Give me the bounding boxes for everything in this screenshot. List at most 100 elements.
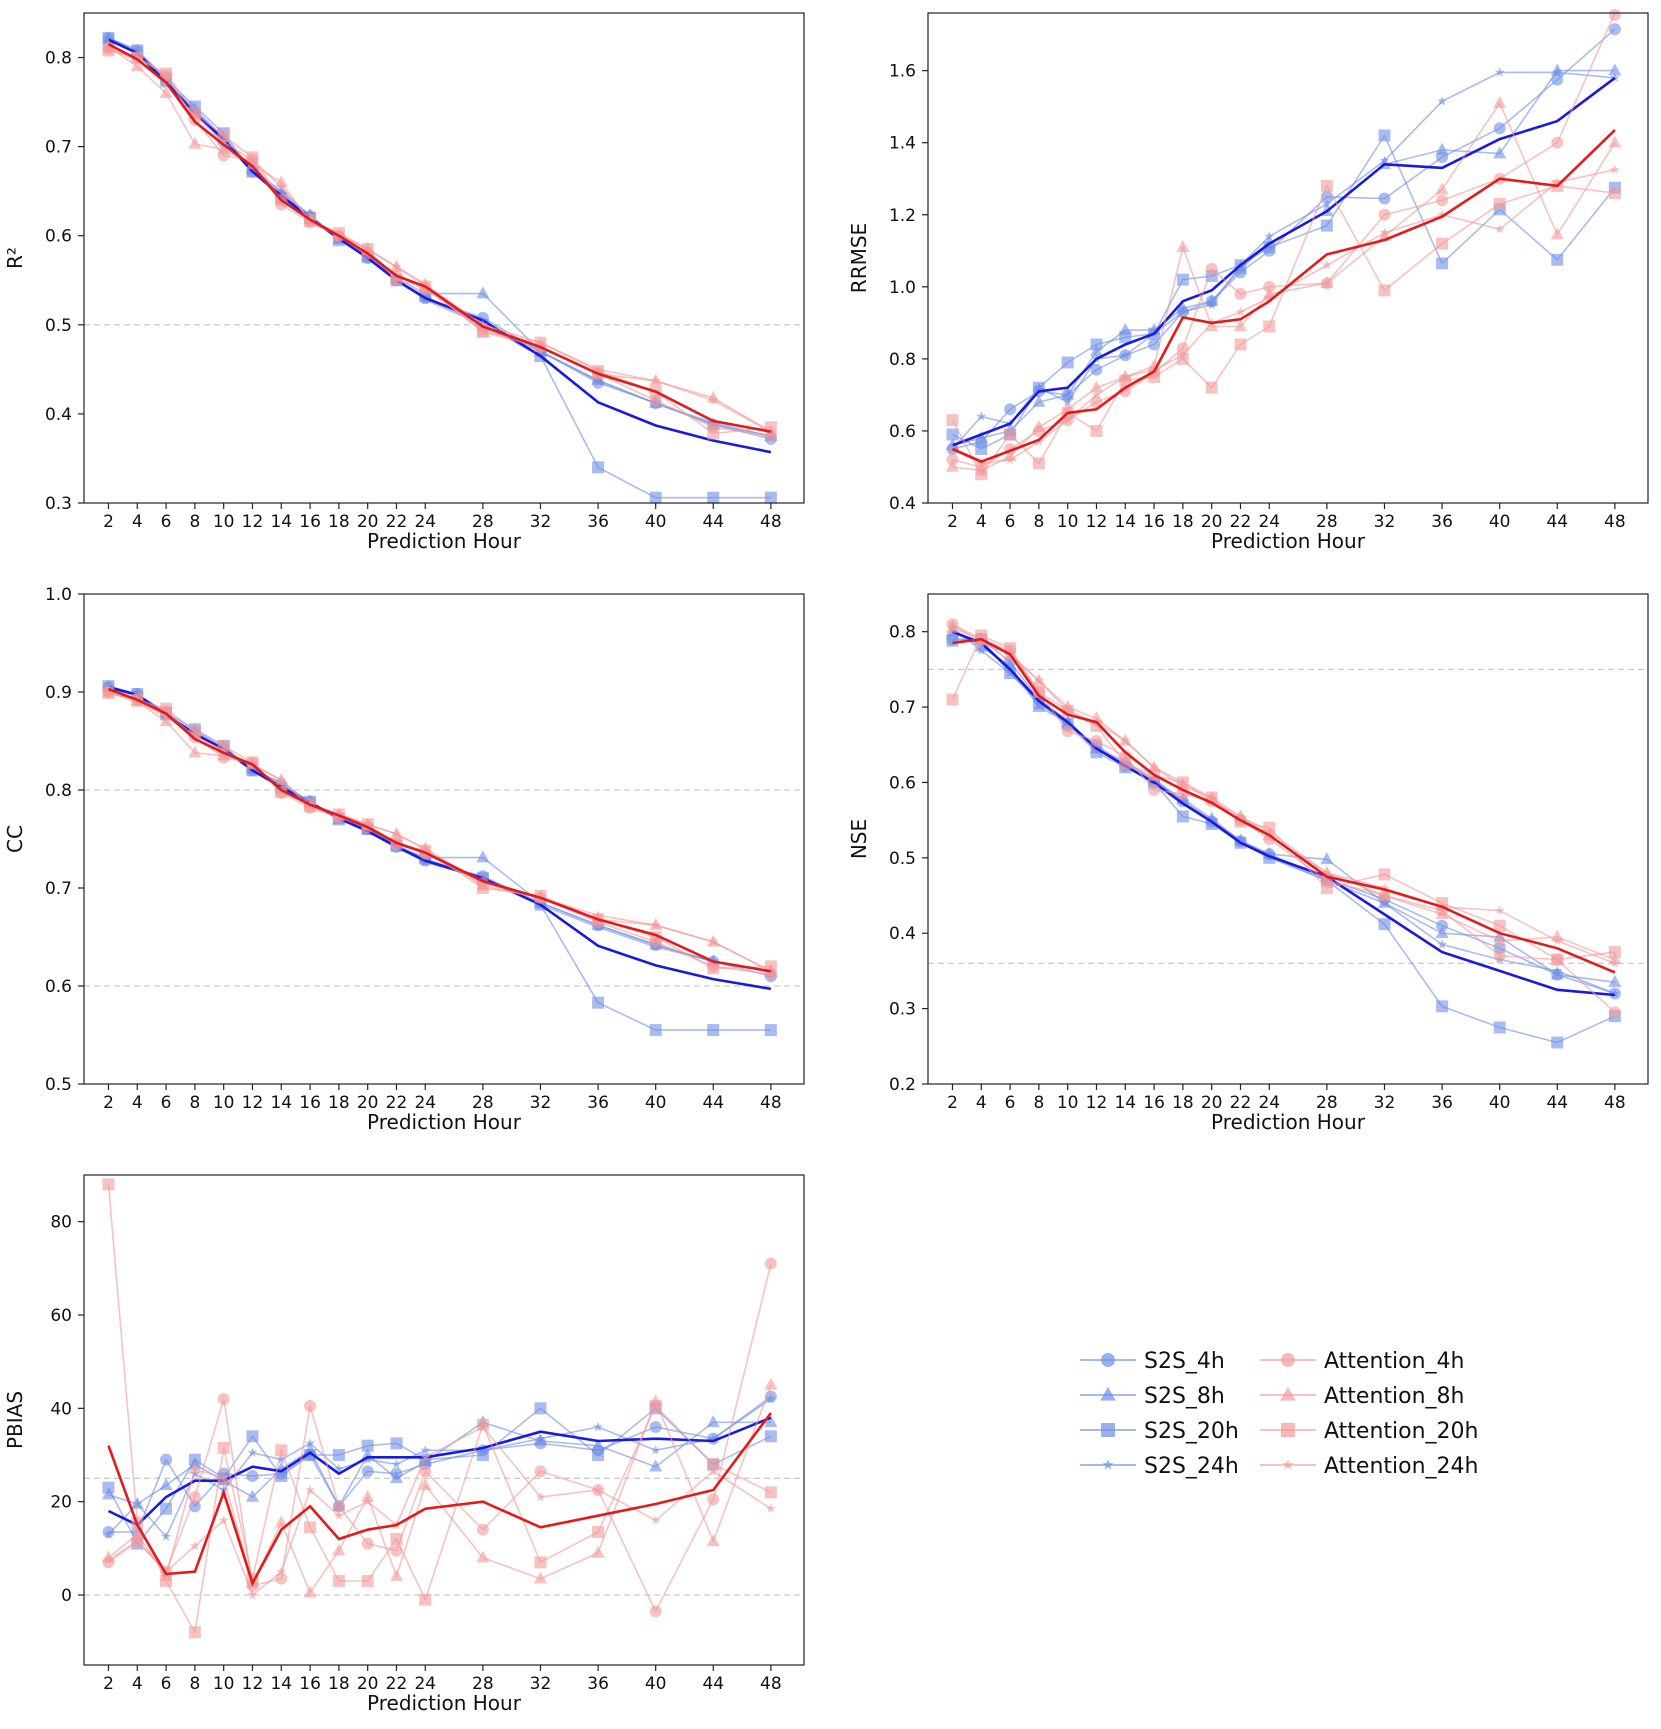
x-tick-label: 22 xyxy=(386,512,408,532)
data-point xyxy=(161,1566,171,1576)
data-point xyxy=(159,1478,173,1491)
data-point xyxy=(102,1178,115,1191)
data-point xyxy=(304,1400,317,1412)
y-tick-label: 1.2 xyxy=(889,206,916,226)
x-tick-label: 48 xyxy=(760,1093,782,1113)
x-tick-label: 12 xyxy=(1086,512,1108,532)
panel-cc: 2 4 6 8 10 12 14 16 18 20 22 24 28 32 36 40 44 480.50.60.… xyxy=(3,585,805,1134)
x-tick-label: 18 xyxy=(328,1093,350,1113)
series-line xyxy=(107,1407,772,1546)
series-markers xyxy=(102,681,777,983)
x-tick-label: 8 xyxy=(1033,512,1044,532)
y-axis-label: RRMSE xyxy=(847,223,871,293)
series-attention-mean xyxy=(952,637,1616,974)
legend-item-s2s-20h: S2S_20h xyxy=(1080,1419,1239,1444)
series-s2s-4h xyxy=(102,31,777,445)
data-point xyxy=(1178,777,1188,787)
data-point xyxy=(1062,705,1073,715)
data-point xyxy=(1379,882,1390,893)
x-tick-label: 40 xyxy=(645,1674,667,1694)
series-line xyxy=(952,623,1616,1013)
series-attention-mean xyxy=(107,43,772,433)
data-point xyxy=(332,1500,345,1513)
y-tick-label: 0.6 xyxy=(45,977,72,997)
series-attention-mean xyxy=(108,687,772,973)
data-point xyxy=(764,1486,777,1499)
data-point xyxy=(1090,363,1103,376)
data-point xyxy=(1091,389,1102,400)
data-point xyxy=(419,1465,432,1478)
x-tick-label: 32 xyxy=(1374,1093,1396,1113)
x-tick-label: 8 xyxy=(189,1674,200,1694)
x-axis-label: Prediction Hour xyxy=(367,1110,522,1134)
data-point xyxy=(246,1430,259,1443)
data-point xyxy=(476,1523,489,1536)
y-tick-label: 0.7 xyxy=(889,698,916,718)
data-point xyxy=(160,67,173,80)
x-tick-label: 24 xyxy=(414,1674,436,1694)
data-point xyxy=(245,1489,260,1502)
data-point xyxy=(1379,155,1390,165)
data-point xyxy=(1552,935,1563,945)
data-point xyxy=(188,745,202,758)
legend-marker-group xyxy=(1101,1353,1115,1367)
data-point xyxy=(1178,306,1188,317)
data-point xyxy=(1436,194,1449,207)
x-tick-label: 2 xyxy=(103,1674,114,1694)
data-point xyxy=(1034,694,1044,704)
series-attention-24h xyxy=(103,686,776,976)
y-tick-label: 0.3 xyxy=(889,1000,916,1020)
mean-line xyxy=(107,38,772,454)
series-line xyxy=(108,1396,772,1533)
data-point xyxy=(1378,129,1391,142)
series-s2s-mean xyxy=(107,38,772,454)
data-point xyxy=(1004,428,1017,441)
data-point xyxy=(707,1024,720,1037)
data-point xyxy=(334,1510,344,1520)
series-markers xyxy=(102,42,777,443)
data-point xyxy=(593,910,603,920)
data-point xyxy=(1176,810,1189,823)
data-point xyxy=(190,110,200,120)
x-tick-label: 32 xyxy=(1374,512,1396,532)
data-point xyxy=(361,1537,374,1550)
data-point xyxy=(304,1521,317,1534)
x-tick-label: 16 xyxy=(1143,1093,1165,1113)
data-point xyxy=(160,1575,173,1587)
data-point xyxy=(332,1449,345,1461)
data-point xyxy=(766,1503,776,1513)
data-point xyxy=(476,1449,489,1461)
data-point xyxy=(246,1470,259,1482)
axes-frame xyxy=(83,593,805,1085)
x-axis-label: Prediction Hour xyxy=(1211,529,1366,553)
data-point xyxy=(1436,257,1449,270)
series-attention-20h xyxy=(946,179,1621,481)
series-s2s-20h xyxy=(946,633,1621,1049)
legend-marker xyxy=(1100,1386,1116,1401)
x-tick-label: 8 xyxy=(189,512,200,532)
series-attention-20h xyxy=(102,1178,777,1639)
data-point xyxy=(1550,227,1564,240)
series-markers xyxy=(102,44,777,440)
x-tick-label: 44 xyxy=(702,1674,724,1694)
data-point xyxy=(1552,67,1563,77)
data-point xyxy=(390,1533,403,1545)
legend-item-attention-8h: Attention_8h xyxy=(1260,1384,1464,1409)
data-point xyxy=(707,1493,720,1506)
legend-item-s2s-24h: S2S_24h xyxy=(1080,1454,1239,1479)
data-point xyxy=(649,1400,662,1412)
x-tick-label: 20 xyxy=(357,1093,379,1113)
data-point xyxy=(1032,457,1045,470)
series-s2s-20h xyxy=(102,31,777,504)
legend-marker xyxy=(1101,1423,1115,1437)
data-point xyxy=(1610,988,1620,998)
y-tick-label: 0.6 xyxy=(889,773,916,793)
data-point xyxy=(945,459,960,472)
x-tick-label: 40 xyxy=(1489,1093,1511,1113)
data-point xyxy=(391,261,402,272)
legend-label: Attention_20h xyxy=(1324,1419,1478,1444)
x-tick-label: 20 xyxy=(1201,1093,1223,1113)
legend-marker-group xyxy=(1281,1353,1295,1367)
mean-line xyxy=(107,43,772,433)
data-point xyxy=(1264,826,1275,836)
